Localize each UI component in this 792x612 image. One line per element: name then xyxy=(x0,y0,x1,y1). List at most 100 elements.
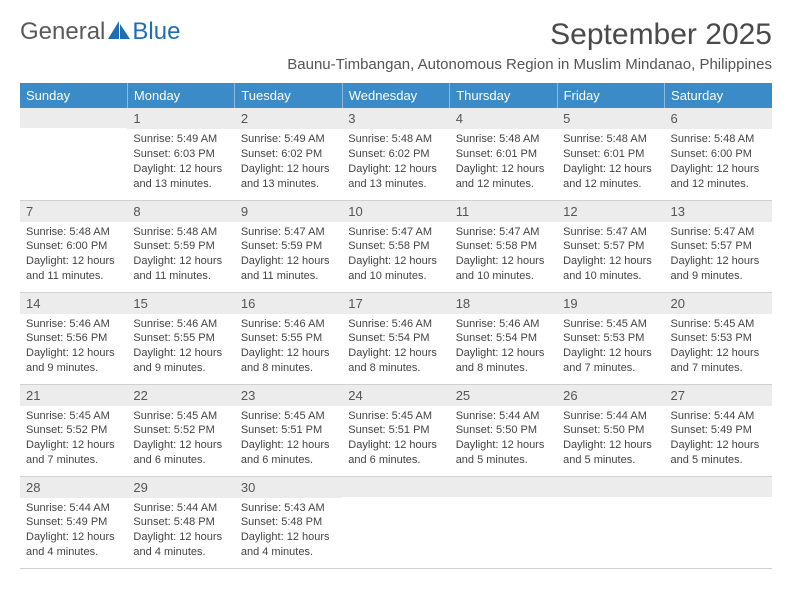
day-body: Sunrise: 5:48 AMSunset: 6:02 PMDaylight:… xyxy=(342,129,449,195)
sunrise-text: Sunrise: 5:43 AM xyxy=(241,501,336,516)
daylight-text: Daylight: 12 hours and 5 minutes. xyxy=(563,438,658,468)
daylight-text: Daylight: 12 hours and 4 minutes. xyxy=(133,530,228,560)
day-body: Sunrise: 5:44 AMSunset: 5:50 PMDaylight:… xyxy=(557,406,664,472)
sunset-text: Sunset: 6:00 PM xyxy=(671,147,766,162)
sunset-text: Sunset: 5:50 PM xyxy=(563,423,658,438)
sunset-text: Sunset: 5:59 PM xyxy=(133,239,228,254)
day-number: 6 xyxy=(665,108,772,129)
calendar-cell: 9Sunrise: 5:47 AMSunset: 5:59 PMDaylight… xyxy=(235,200,342,292)
sunset-text: Sunset: 5:49 PM xyxy=(671,423,766,438)
sunset-text: Sunset: 5:54 PM xyxy=(348,331,443,346)
daylight-text: Daylight: 12 hours and 10 minutes. xyxy=(456,254,551,284)
day-body: Sunrise: 5:46 AMSunset: 5:55 PMDaylight:… xyxy=(235,314,342,380)
sunset-text: Sunset: 5:53 PM xyxy=(671,331,766,346)
calendar-row: 28Sunrise: 5:44 AMSunset: 5:49 PMDayligh… xyxy=(20,476,772,568)
weekday-header: Sunday xyxy=(20,83,127,108)
daylight-text: Daylight: 12 hours and 8 minutes. xyxy=(348,346,443,376)
day-body: Sunrise: 5:45 AMSunset: 5:51 PMDaylight:… xyxy=(235,406,342,472)
day-number: 7 xyxy=(20,201,127,222)
calendar-cell: 20Sunrise: 5:45 AMSunset: 5:53 PMDayligh… xyxy=(665,292,772,384)
sunset-text: Sunset: 5:55 PM xyxy=(241,331,336,346)
daylight-text: Daylight: 12 hours and 5 minutes. xyxy=(671,438,766,468)
calendar-body: 1 Sunrise: 5:49 AM Sunset: 6:03 PM Daylight… xyxy=(20,108,772,568)
calendar-cell: 3Sunrise: 5:48 AMSunset: 6:02 PMDaylight… xyxy=(342,108,449,200)
calendar-cell: 8Sunrise: 5:48 AMSunset: 5:59 PMDaylight… xyxy=(127,200,234,292)
day-number: 17 xyxy=(342,293,449,314)
daylight-text: Daylight: 12 hours and 12 minutes. xyxy=(456,162,551,192)
sunset-text: Sunset: 5:59 PM xyxy=(241,239,336,254)
day-body: Sunrise: 5:48 AMSunset: 6:01 PMDaylight:… xyxy=(557,129,664,195)
day-number: 1 xyxy=(127,108,234,129)
location-subtitle: Baunu-Timbangan, Autonomous Region in Mu… xyxy=(20,56,772,73)
day-number: 9 xyxy=(235,201,342,222)
sunset-text: Sunset: 6:02 PM xyxy=(241,147,336,162)
sunrise-text: Sunrise: 5:44 AM xyxy=(563,409,658,424)
sunrise-text: Sunrise: 5:46 AM xyxy=(348,317,443,332)
day-number: 25 xyxy=(450,385,557,406)
daylight-text: Daylight: 12 hours and 10 minutes. xyxy=(563,254,658,284)
logo: General Blue xyxy=(20,18,180,46)
logo-text-1: General xyxy=(20,18,105,46)
sunset-text: Sunset: 5:48 PM xyxy=(133,515,228,530)
daylight-text: Daylight: 12 hours and 5 minutes. xyxy=(456,438,551,468)
calendar-cell: 4Sunrise: 5:48 AMSunset: 6:01 PMDaylight… xyxy=(450,108,557,200)
day-number xyxy=(20,108,127,128)
day-number: 19 xyxy=(557,293,664,314)
sunrise-text: Sunrise: 5:45 AM xyxy=(671,317,766,332)
daylight-text: Daylight: 12 hours and 4 minutes. xyxy=(26,530,121,560)
calendar-cell xyxy=(342,476,449,568)
daylight-text: Daylight: 12 hours and 6 minutes. xyxy=(241,438,336,468)
calendar-cell: 26Sunrise: 5:44 AMSunset: 5:50 PMDayligh… xyxy=(557,384,664,476)
sunrise-text: Sunrise: 5:47 AM xyxy=(456,225,551,240)
day-body: Sunrise: 5:45 AMSunset: 5:53 PMDaylight:… xyxy=(557,314,664,380)
day-body: Sunrise: 5:49 AMSunset: 6:02 PMDaylight:… xyxy=(235,129,342,195)
day-number: 26 xyxy=(557,385,664,406)
calendar-cell: 28Sunrise: 5:44 AMSunset: 5:49 PMDayligh… xyxy=(20,476,127,568)
daylight-text: Daylight: 12 hours and 9 minutes. xyxy=(26,346,121,376)
calendar-cell: 24Sunrise: 5:45 AMSunset: 5:51 PMDayligh… xyxy=(342,384,449,476)
day-body: Sunrise: 5:48 AMSunset: 6:00 PMDaylight:… xyxy=(20,222,127,288)
day-body: Sunrise: 5:46 AMSunset: 5:54 PMDaylight:… xyxy=(450,314,557,380)
sunset-text: Sunset: 5:52 PM xyxy=(133,423,228,438)
sunrise-text: Sunrise: 5:45 AM xyxy=(133,409,228,424)
daylight-text: Daylight: 12 hours and 12 minutes. xyxy=(671,162,766,192)
sunset-text: Sunset: 5:53 PM xyxy=(563,331,658,346)
day-body: Sunrise: 5:45 AMSunset: 5:53 PMDaylight:… xyxy=(665,314,772,380)
calendar-cell: 15Sunrise: 5:46 AMSunset: 5:55 PMDayligh… xyxy=(127,292,234,384)
calendar-cell: 29Sunrise: 5:44 AMSunset: 5:48 PMDayligh… xyxy=(127,476,234,568)
sunrise-text: Sunrise: 5:46 AM xyxy=(133,317,228,332)
sunset-text: Sunset: 5:55 PM xyxy=(133,331,228,346)
sunrise-text: Sunrise: 5:48 AM xyxy=(563,132,658,147)
day-number: 23 xyxy=(235,385,342,406)
calendar-row: 7Sunrise: 5:48 AMSunset: 6:00 PMDaylight… xyxy=(20,200,772,292)
header: General Blue September 2025 xyxy=(20,18,772,52)
day-number: 20 xyxy=(665,293,772,314)
sunset-text: Sunset: 6:01 PM xyxy=(456,147,551,162)
calendar-cell xyxy=(20,108,127,200)
day-number: 12 xyxy=(557,201,664,222)
daylight-text: Daylight: 12 hours and 10 minutes. xyxy=(348,254,443,284)
calendar-table: SundayMondayTuesdayWednesdayThursdayFrid… xyxy=(20,83,772,569)
day-body: Sunrise: 5:43 AMSunset: 5:48 PMDaylight:… xyxy=(235,498,342,564)
day-body: Sunrise: 5:46 AMSunset: 5:55 PMDaylight:… xyxy=(127,314,234,380)
sunset-text: Sunset: 6:03 PM xyxy=(133,147,228,162)
day-number xyxy=(557,477,664,497)
sunrise-text: Sunrise: 5:47 AM xyxy=(671,225,766,240)
daylight-text: Daylight: 12 hours and 7 minutes. xyxy=(671,346,766,376)
day-number: 22 xyxy=(127,385,234,406)
sunrise-text: Sunrise: 5:49 AM xyxy=(241,132,336,147)
day-number: 29 xyxy=(127,477,234,498)
daylight-text: Daylight: 12 hours and 7 minutes. xyxy=(563,346,658,376)
sunrise-text: Sunrise: 5:48 AM xyxy=(348,132,443,147)
calendar-cell xyxy=(557,476,664,568)
sunrise-text: Sunrise: 5:47 AM xyxy=(348,225,443,240)
daylight-text: Daylight: 12 hours and 13 minutes. xyxy=(348,162,443,192)
day-body: Sunrise: 5:44 AMSunset: 5:49 PMDaylight:… xyxy=(20,498,127,564)
day-number: 28 xyxy=(20,477,127,498)
calendar-cell: 7Sunrise: 5:48 AMSunset: 6:00 PMDaylight… xyxy=(20,200,127,292)
sunset-text: Sunset: 5:51 PM xyxy=(348,423,443,438)
day-number xyxy=(450,477,557,497)
sunrise-text: Sunrise: 5:45 AM xyxy=(563,317,658,332)
calendar-cell: 16Sunrise: 5:46 AMSunset: 5:55 PMDayligh… xyxy=(235,292,342,384)
sunrise-text: Sunrise: 5:46 AM xyxy=(26,317,121,332)
